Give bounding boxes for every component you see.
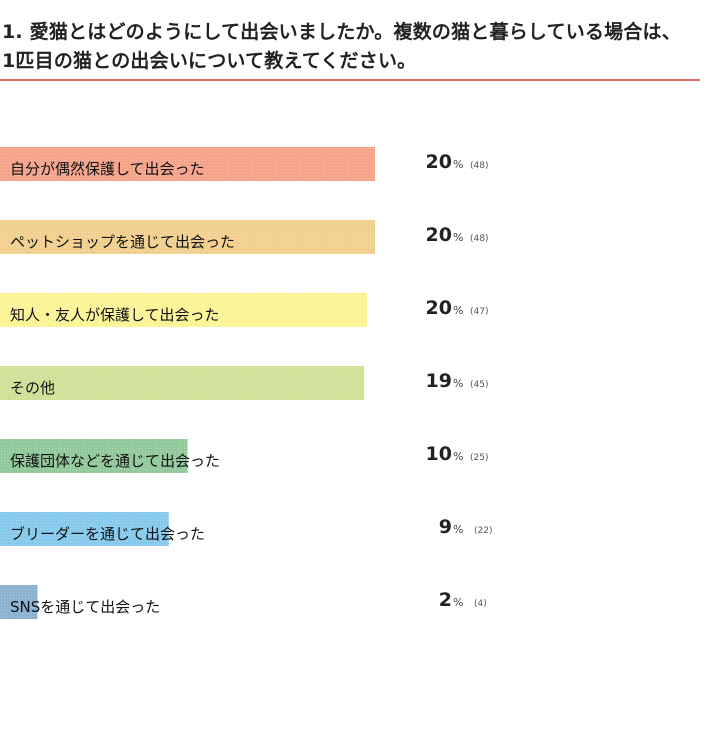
percent-sign: % <box>453 523 463 536</box>
bar-texture <box>0 512 169 546</box>
count-label: (4) <box>474 599 487 609</box>
value-label: 19 <box>426 370 452 392</box>
value-label: 20 <box>426 297 452 319</box>
title-divider <box>0 79 700 81</box>
value-label: 10 <box>426 443 452 465</box>
bar-label: ペットショップを通じて出会った <box>10 233 235 251</box>
percent-sign: % <box>453 304 463 317</box>
bar-texture <box>0 439 188 473</box>
bar-label: その他 <box>10 379 55 397</box>
bar-group: ペットショップを通じて出会った 20% (48) <box>0 220 488 254</box>
question-title: 1. 愛猫とはどのようにして出会いましたか。複数の猫と暮らしている場合は、1匹目… <box>2 21 681 72</box>
percent-sign: % <box>453 231 463 244</box>
percent-sign: % <box>453 450 463 463</box>
count-label: (48) <box>470 161 488 171</box>
bar-texture <box>0 293 367 327</box>
percent-sign: % <box>453 377 463 390</box>
bar-texture <box>0 585 38 619</box>
count-label: (45) <box>470 380 488 390</box>
value-label: 2 <box>439 589 452 611</box>
bar-label: 自分が偶然保護して出会った <box>10 160 205 178</box>
bar-texture <box>0 366 365 400</box>
bar-label: 知人・友人が保護して出会った <box>10 306 220 324</box>
bar-texture <box>0 220 375 254</box>
count-label: (22) <box>474 526 492 536</box>
bar-group: 保護団体などを通じて出会った 10% (25) <box>0 439 488 473</box>
bar-group: SNSを通じて出会った 2% (4) <box>0 585 487 619</box>
bar-label: SNSを通じて出会った <box>10 598 160 616</box>
bar-texture <box>0 147 375 181</box>
count-label: (25) <box>470 453 488 463</box>
value-label: 20 <box>426 151 452 173</box>
percent-sign: % <box>453 158 463 171</box>
value-label: 9 <box>439 516 452 538</box>
bar-label: ブリーダーを通じて出会った <box>10 525 205 543</box>
value-label: 20 <box>426 224 452 246</box>
bar-group: 自分が偶然保護して出会った 20% (48) <box>0 147 488 181</box>
bar-group: 知人・友人が保護して出会った 20% (47) <box>0 293 488 327</box>
bar-group: その他 19% (45) <box>0 366 488 400</box>
percent-sign: % <box>453 596 463 609</box>
count-label: (47) <box>470 307 488 317</box>
bar-label: 保護団体などを通じて出会った <box>10 452 220 470</box>
bar-group: ブリーダーを通じて出会った 9% (22) <box>0 512 492 546</box>
count-label: (48) <box>470 234 488 244</box>
